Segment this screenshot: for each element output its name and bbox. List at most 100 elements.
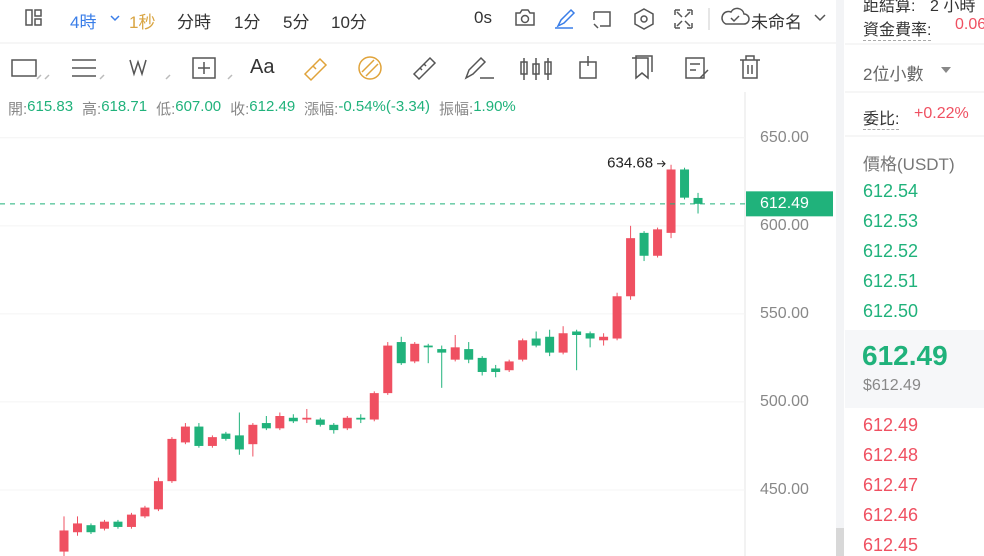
bid-price: 612.49 <box>863 415 919 435</box>
price-header: 價格(USDT) <box>863 155 955 174</box>
last-price-row <box>845 330 984 408</box>
candle-body <box>180 426 190 443</box>
layout-name[interactable]: 未命名 <box>751 13 802 32</box>
y-tick-label: 500.00 <box>760 393 809 410</box>
interval-tab[interactable]: 1秒 <box>129 13 156 32</box>
ask-price: 612.50 <box>863 301 919 321</box>
ask-price: 612.51 <box>863 271 919 291</box>
candle-body <box>666 169 676 233</box>
funding-value: 0.06 <box>955 16 984 33</box>
interval-tab[interactable]: 分時 <box>177 13 211 32</box>
candle-body <box>396 342 406 364</box>
y-tick-label: 650.00 <box>760 129 809 146</box>
candle-body <box>288 417 298 422</box>
candle-body <box>167 438 177 482</box>
candle-body <box>680 169 690 198</box>
candle-body <box>59 530 69 552</box>
last-price: 612.49 <box>862 340 948 371</box>
candle-body <box>545 336 555 353</box>
y-tick-label: 600.00 <box>760 217 809 234</box>
candle-body <box>113 521 123 527</box>
ask-price: 612.53 <box>863 211 919 231</box>
candle-body <box>558 333 568 353</box>
candle-body <box>464 349 474 360</box>
ohlc-label: 振幅: <box>439 101 474 118</box>
high-annotation: 634.68 <box>607 155 653 172</box>
drawing-tool-icons <box>11 55 760 82</box>
candle-body <box>504 361 514 371</box>
candle-body <box>572 331 582 336</box>
countdown: 0s <box>474 8 492 27</box>
candle-body <box>302 417 312 420</box>
candle-body <box>275 416 285 429</box>
ohlc-value: -0.54%(-3.34) <box>338 98 431 115</box>
settlement-value: 2 小時 <box>930 0 976 15</box>
candle-body <box>639 232 649 256</box>
candle-body <box>72 523 82 533</box>
candle-body <box>626 238 636 297</box>
funding-label: 資金費率: <box>863 16 932 41</box>
bid-price: 612.45 <box>863 535 919 555</box>
ohlc-value: 618.71 <box>101 98 148 115</box>
ratio-value: +0.22% <box>914 105 969 122</box>
candle-body <box>410 343 420 362</box>
text-tool[interactable]: Aa <box>250 56 275 78</box>
y-tick-label: 550.00 <box>760 305 809 322</box>
candle-body <box>86 525 96 533</box>
bid-price: 612.46 <box>863 505 919 525</box>
candle-body <box>356 417 366 420</box>
y-tick-label: 450.00 <box>760 481 809 498</box>
dropdown-arrow <box>941 67 951 73</box>
scrollbar-thumb[interactable] <box>836 528 844 556</box>
candle-body <box>261 423 271 429</box>
interval-tab[interactable]: 10分 <box>331 13 367 32</box>
last-price-usd: $612.49 <box>863 377 921 394</box>
candle-body <box>477 357 487 372</box>
ohlc-label: 低: <box>156 101 176 118</box>
interval-tab[interactable]: 4時 <box>70 13 97 32</box>
ohlc-value: 607.00 <box>175 98 222 115</box>
candle-body <box>450 347 460 360</box>
candle-body <box>585 333 595 339</box>
ohlc-value: 612.49 <box>249 98 296 115</box>
candle-body <box>491 368 501 372</box>
candle-body <box>383 345 393 394</box>
toolbar-icons <box>25 7 826 30</box>
ohlc-label: 收: <box>230 101 250 118</box>
candle-body <box>518 340 528 360</box>
candle-body <box>99 521 109 529</box>
candle-body <box>342 417 352 429</box>
bid-price: 612.48 <box>863 445 919 465</box>
candle-body <box>653 229 663 256</box>
candle-body <box>207 437 217 446</box>
candle-body <box>329 424 339 431</box>
ohlc-value: 615.83 <box>27 98 74 115</box>
bid-price: 612.47 <box>863 475 919 495</box>
interval-tab[interactable]: 5分 <box>283 13 310 32</box>
precision-select[interactable]: 2位小數 <box>863 65 924 84</box>
candle-body <box>194 426 204 446</box>
ratio-label: 委比: <box>863 105 900 130</box>
candle-body <box>153 481 163 510</box>
ask-price: 612.52 <box>863 241 919 261</box>
ohlc-value: 1.90% <box>473 98 516 115</box>
candle-body <box>599 336 609 341</box>
last-price-tag <box>746 191 833 217</box>
candle-body <box>369 393 379 420</box>
candle-body <box>140 507 150 517</box>
scrollbar <box>836 0 844 556</box>
candle-body <box>437 349 447 353</box>
interval-tab[interactable]: 1分 <box>234 13 261 32</box>
candle-body <box>315 419 325 425</box>
ask-price: 612.54 <box>863 181 919 201</box>
candle-body <box>221 433 231 439</box>
candle-body <box>423 345 433 348</box>
ohlc-label: 開: <box>8 101 28 118</box>
candle-body <box>126 514 136 527</box>
candle-body <box>234 435 244 450</box>
ohlc-label: 漲幅: <box>304 101 339 118</box>
candle-body <box>612 296 622 339</box>
last-price-label: 612.49 <box>760 195 809 212</box>
